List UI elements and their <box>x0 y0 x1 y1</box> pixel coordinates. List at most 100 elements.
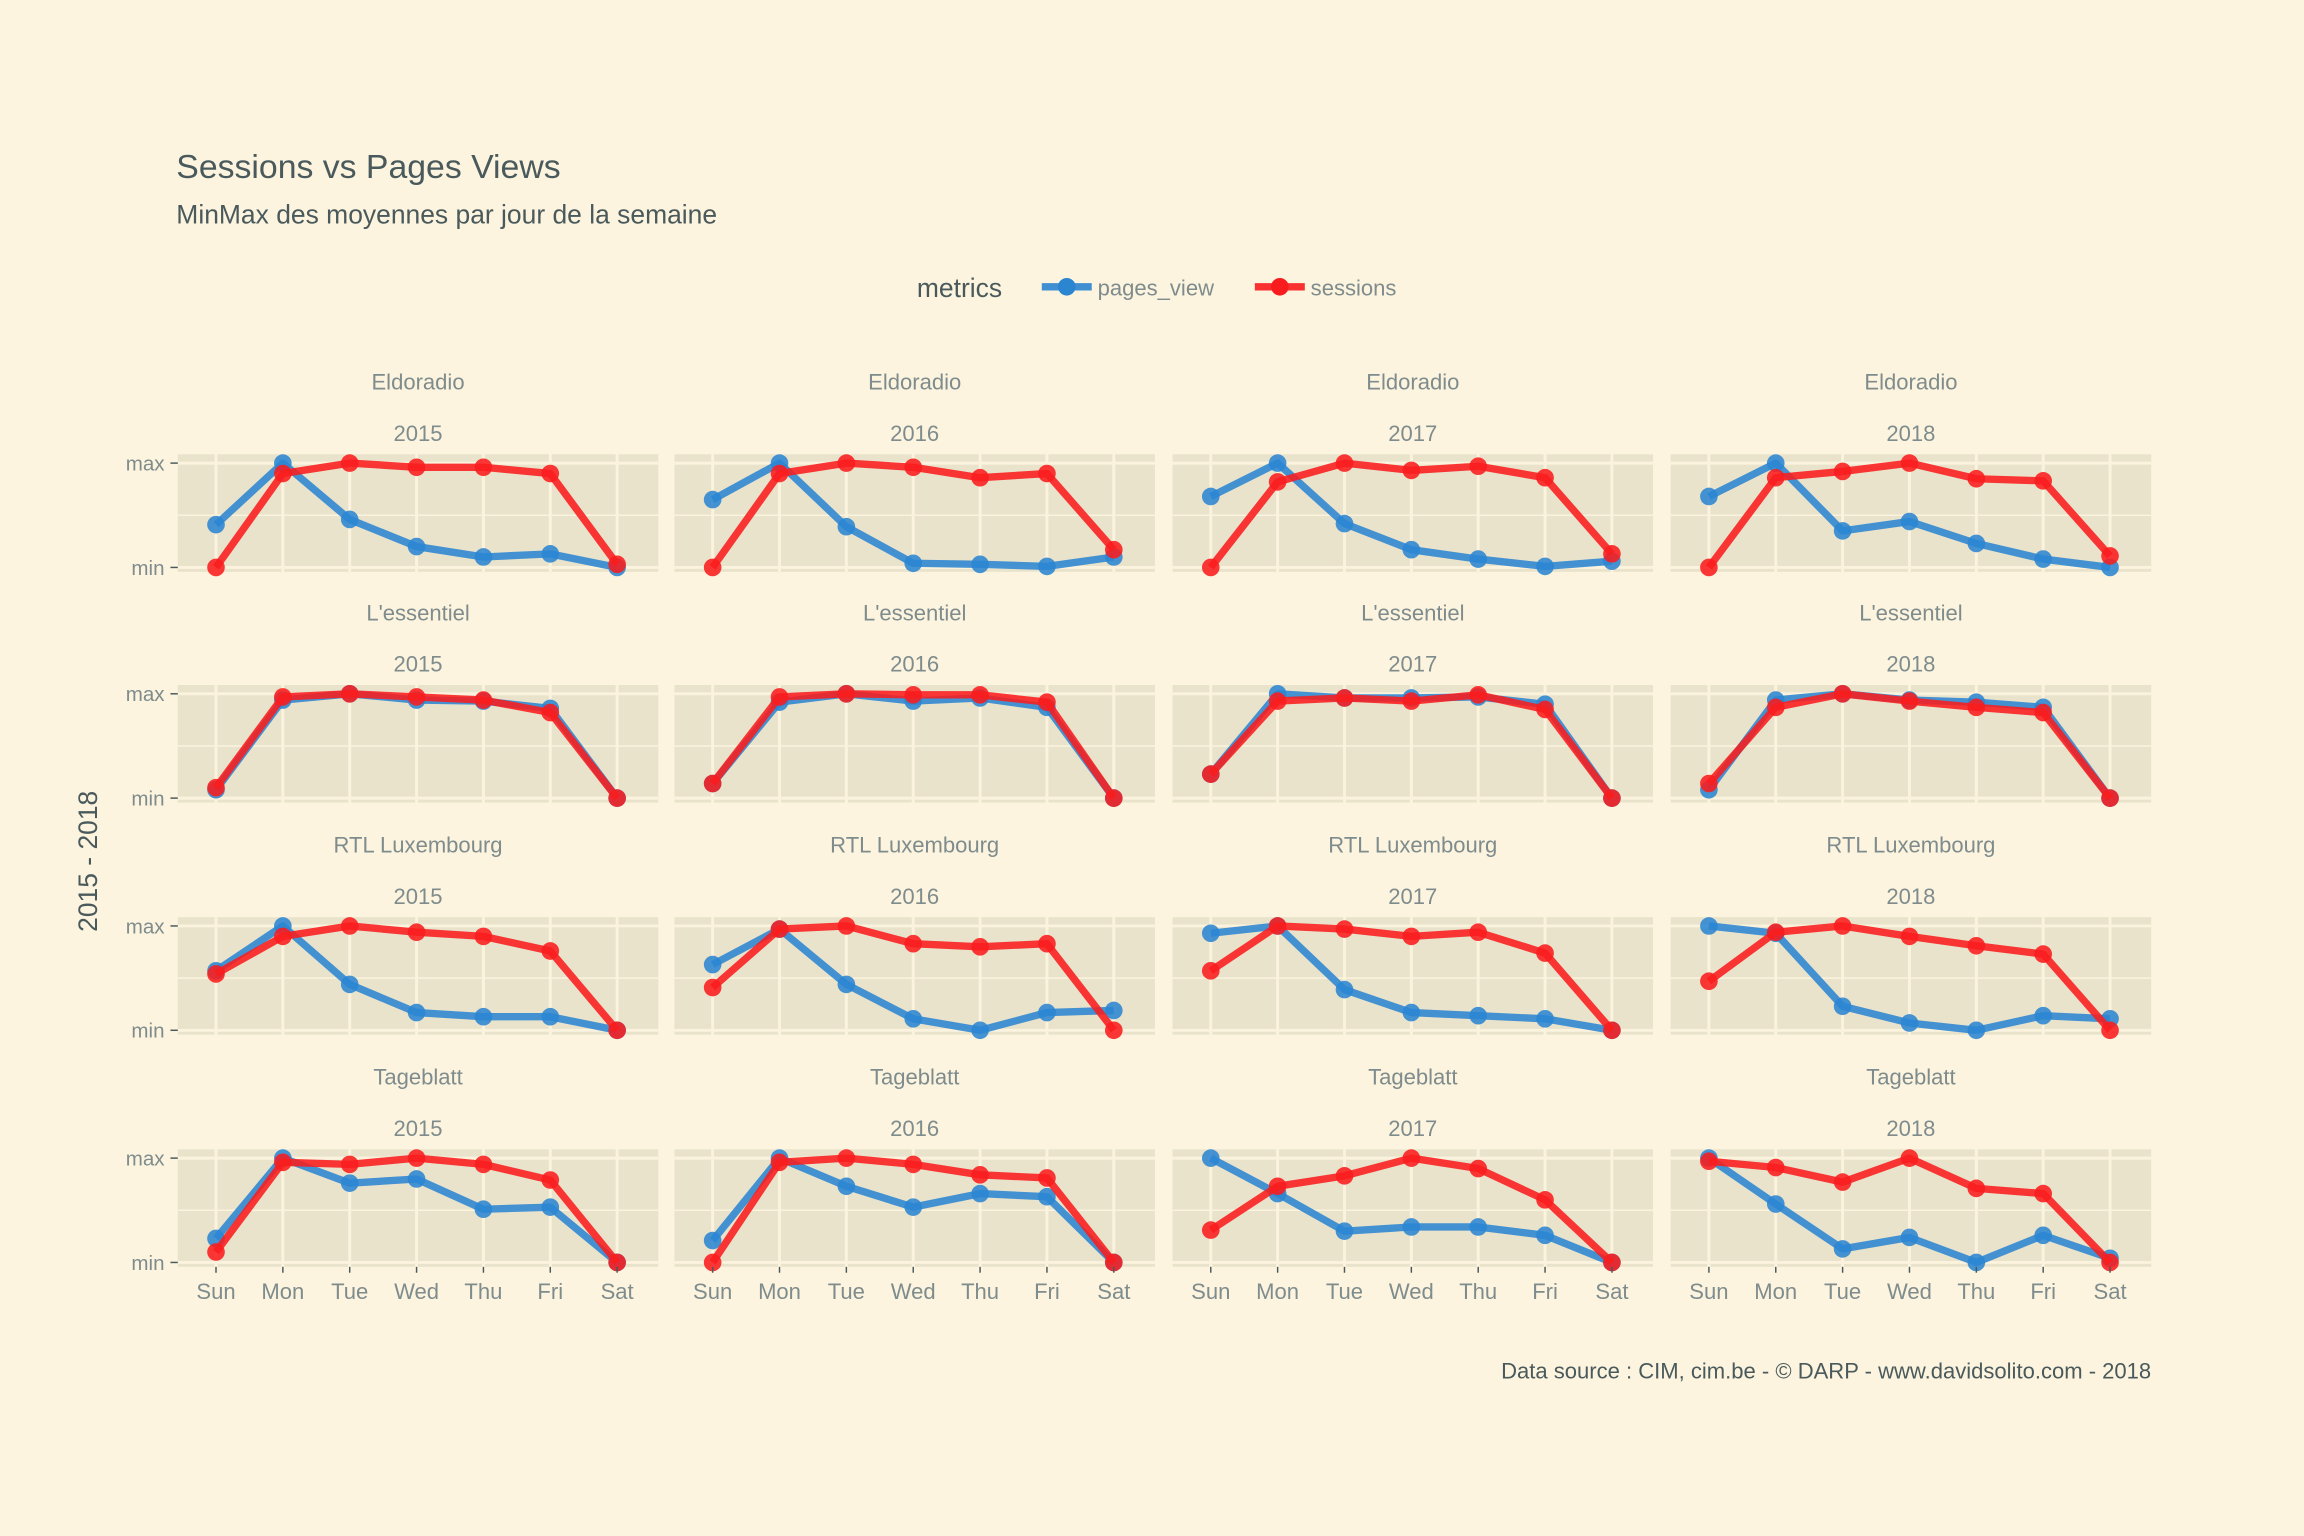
legend-label-sessions: sessions <box>1311 276 1397 301</box>
data-point-pages-view <box>1536 1226 1554 1245</box>
data-point-sessions <box>904 458 923 477</box>
data-point-pages-view <box>1335 514 1354 533</box>
data-point-sessions <box>1900 927 1919 946</box>
data-point-pages-view <box>407 1003 426 1022</box>
data-point-pages-view <box>1967 1021 1986 1040</box>
x-tick-label: Thu <box>1459 1279 1497 1304</box>
data-point-pages-view <box>407 537 426 556</box>
data-point-sessions <box>2101 789 2119 807</box>
strip-label-year: 2015 <box>394 1116 443 1141</box>
data-point-sessions <box>703 774 722 793</box>
data-point-pages-view <box>407 1170 426 1188</box>
facet-panel: Eldoradio 2017 <box>1172 370 1654 577</box>
data-point-sessions <box>541 1171 560 1189</box>
data-point-pages-view <box>1038 1003 1056 1022</box>
data-point-sessions <box>1900 692 1919 710</box>
x-tick-label: Thu <box>464 1279 502 1304</box>
strip-label-station: Tageblatt <box>373 1065 462 1090</box>
data-point-sessions <box>608 789 626 807</box>
data-point-sessions <box>904 686 923 704</box>
data-point-sessions <box>340 454 359 472</box>
strip-label-year: 2016 <box>890 1116 939 1141</box>
data-point-sessions <box>971 686 989 704</box>
x-tick-label: Fri <box>537 1279 563 1304</box>
x-tick-label: Thu <box>1957 1279 1995 1304</box>
data-point-pages-view <box>1766 454 1785 472</box>
data-point-sessions <box>1104 1021 1123 1040</box>
legend-label-pages-view: pages_view <box>1098 276 1214 301</box>
data-point-sessions <box>207 1243 225 1261</box>
data-point-sessions <box>340 917 359 935</box>
y-tick-label: min <box>131 557 164 580</box>
data-point-pages-view <box>971 1184 989 1203</box>
y-tick-label: min <box>131 787 164 810</box>
data-point-sessions <box>1268 917 1287 935</box>
data-point-sessions <box>1900 1149 1919 1167</box>
y-tick-label: min <box>131 1020 164 1043</box>
facet-panel: Eldoradio 2018 <box>1670 370 2152 577</box>
data-point-sessions <box>340 1155 359 1174</box>
facet-panel: Tageblatt 2016 Sun Mon Tue Wed Thu Fri Sat <box>674 1065 1155 1304</box>
data-point-sessions <box>703 1253 722 1272</box>
data-point-pages-view <box>703 1231 722 1250</box>
data-point-sessions <box>1700 1152 1718 1171</box>
data-point-pages-view <box>1967 1253 1986 1272</box>
data-point-sessions <box>207 778 225 797</box>
strip-label-year: 2018 <box>1886 1116 1935 1141</box>
data-point-pages-view <box>1038 557 1056 576</box>
data-point-pages-view <box>1201 1149 1220 1167</box>
x-tick-label: Tue <box>1824 1279 1861 1304</box>
data-point-sessions <box>1603 789 1621 807</box>
data-point-sessions <box>1536 700 1554 719</box>
data-point-sessions <box>1700 972 1718 991</box>
data-point-pages-view <box>1335 1222 1354 1240</box>
data-point-pages-view <box>340 1174 359 1192</box>
strip-label-station: L'essentiel <box>1859 600 1962 625</box>
strip-label-year: 2015 <box>394 884 443 909</box>
strip-label-year: 2016 <box>890 421 939 446</box>
data-point-sessions <box>541 464 560 483</box>
facet-panel: L'essentiel 2017 <box>1172 600 1654 807</box>
data-point-sessions <box>1469 686 1488 704</box>
data-point-sessions <box>1335 920 1354 938</box>
data-point-sessions <box>407 458 426 477</box>
x-tick-label: Mon <box>758 1279 801 1304</box>
strip-label-year: 2015 <box>394 421 443 446</box>
strip-label-year: 2017 <box>1388 421 1437 446</box>
data-point-pages-view <box>1536 557 1554 576</box>
facet-panel: Eldoradio 2015 max min <box>126 370 659 580</box>
data-point-pages-view <box>1967 534 1986 553</box>
data-point-sessions <box>1603 545 1621 563</box>
facet-panel: RTL Luxembourg 2018 <box>1670 832 2152 1040</box>
strip-label-year: 2016 <box>890 652 939 677</box>
data-point-sessions <box>1700 774 1718 793</box>
strip-label-year: 2017 <box>1388 884 1437 909</box>
data-point-sessions <box>1469 457 1488 476</box>
data-point-sessions <box>274 1153 292 1172</box>
data-point-pages-view <box>1766 1195 1785 1213</box>
data-point-pages-view <box>474 1007 493 1026</box>
facet-panel: RTL Luxembourg 2017 <box>1172 832 1654 1040</box>
data-point-sessions <box>1038 693 1056 711</box>
y-tick-label: max <box>126 1147 166 1170</box>
data-point-sessions <box>770 464 789 483</box>
data-point-sessions <box>1268 473 1287 491</box>
facet-panel: RTL Luxembourg 2016 <box>674 832 1155 1040</box>
data-point-sessions <box>1201 765 1220 783</box>
data-point-sessions <box>1833 917 1852 935</box>
legend-marker-sessions <box>1271 277 1289 296</box>
x-tick-label: Sun <box>1191 1279 1230 1304</box>
data-point-pages-view <box>2034 1226 2052 1245</box>
x-tick-label: Sat <box>1097 1279 1130 1304</box>
data-point-sessions <box>1335 1167 1354 1185</box>
data-point-pages-view <box>1469 1218 1488 1236</box>
data-point-sessions <box>1536 944 1554 962</box>
facet-panel: L'essentiel 2018 <box>1670 600 2152 807</box>
data-point-sessions <box>1766 698 1785 717</box>
facet-panel: Eldoradio 2016 <box>674 370 1155 577</box>
data-point-sessions <box>1038 934 1056 953</box>
data-point-sessions <box>904 1155 923 1174</box>
data-point-sessions <box>1104 1253 1123 1272</box>
x-tick-label: Tue <box>828 1279 865 1304</box>
data-point-sessions <box>207 558 225 577</box>
